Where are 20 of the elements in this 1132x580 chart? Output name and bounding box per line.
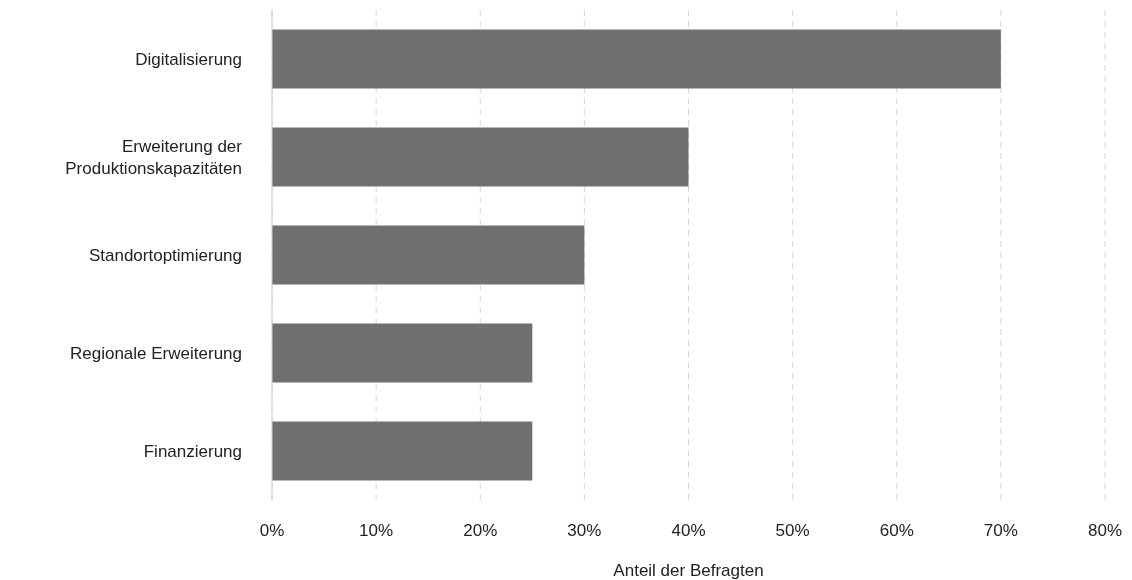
x-tick-label: 20% [463,521,498,541]
x-tick-label: 40% [671,521,706,541]
bar [272,421,533,481]
x-tick-label: 70% [983,521,1018,541]
y-tick-label: Regionale Erweiterung [70,343,242,363]
x-tick-label: 80% [1087,521,1123,541]
x-tick-label: 60% [879,521,914,541]
y-tick-label: Erweiterung der Produktionskapazitäten [65,136,243,178]
y-tick-label: Standortoptimierung [88,245,242,265]
y-tick-label: Digitalisierung [135,49,242,69]
x-tick-label: 30% [567,521,602,541]
x-tick-label: 10% [359,521,394,541]
bar [272,323,533,383]
bar [272,29,1001,89]
x-axis-title: Anteil der Befragten [613,561,764,580]
y-tick-label: Finanzierung [143,441,242,461]
x-tick-label: 0% [259,521,285,541]
bar [272,127,689,187]
x-tick-label: 50% [775,521,810,541]
bar [272,225,585,285]
